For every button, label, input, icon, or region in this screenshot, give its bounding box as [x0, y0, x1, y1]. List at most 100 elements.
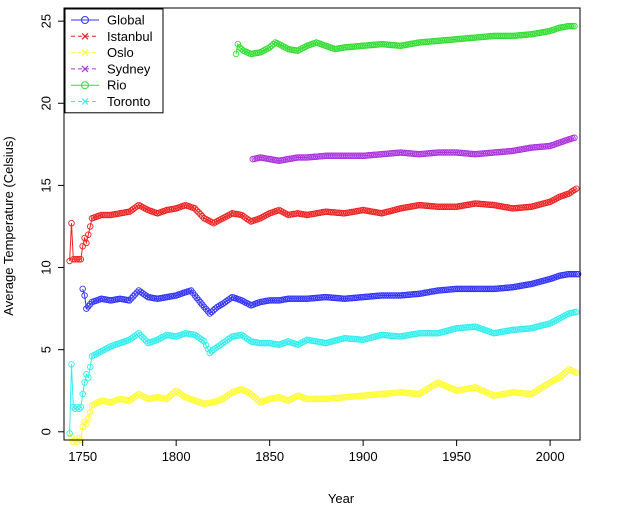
- plot-area: [66, 22, 582, 445]
- data-point: [137, 331, 144, 339]
- data-point: [163, 395, 171, 403]
- data-point: [236, 44, 243, 51]
- data-point: [85, 415, 92, 422]
- data-point: [68, 361, 75, 368]
- data-point: [574, 270, 582, 278]
- y-tick-label: 10: [38, 260, 53, 274]
- legend-marker-sydney: [81, 65, 89, 73]
- data-point: [227, 334, 234, 342]
- y-axis-title: Average Temperature (Celsius): [1, 136, 16, 315]
- data-point: [573, 308, 580, 316]
- data-point: [559, 371, 567, 378]
- legend-marker-rio: [81, 81, 89, 90]
- y-tick-label: 5: [38, 346, 53, 353]
- data-point: [561, 369, 569, 376]
- data-point: [77, 403, 85, 411]
- data-point: [86, 363, 94, 371]
- data-point: [81, 418, 88, 426]
- data-point: [66, 257, 73, 265]
- series-line-rio: [235, 25, 575, 55]
- x-tick-label: 1900: [349, 449, 378, 464]
- data-point: [200, 338, 208, 345]
- data-point: [268, 42, 275, 50]
- data-point: [544, 380, 552, 387]
- data-point: [85, 303, 92, 310]
- data-point: [139, 333, 146, 341]
- y-tick-label: 25: [38, 14, 53, 28]
- data-point: [86, 408, 94, 416]
- data-point: [70, 438, 77, 445]
- data-point: [247, 390, 255, 398]
- data-point: [79, 285, 86, 293]
- data-point: [234, 40, 242, 48]
- x-tick-label: 1750: [68, 449, 97, 464]
- data-point: [169, 390, 176, 398]
- data-point: [571, 22, 578, 30]
- data-point: [75, 256, 83, 263]
- series-line-istanbul: [69, 188, 577, 262]
- data-point: [141, 335, 148, 343]
- data-point: [200, 303, 208, 311]
- data-point: [126, 297, 133, 304]
- data-point: [227, 390, 234, 397]
- data-point: [232, 50, 240, 58]
- legend-label-istanbul: Istanbul: [107, 29, 153, 44]
- data-point: [573, 270, 580, 278]
- series-istanbul: [66, 185, 580, 265]
- data-point: [571, 134, 578, 142]
- x-tick-label: 1950: [442, 449, 471, 464]
- data-point: [573, 369, 580, 376]
- data-point: [210, 306, 217, 314]
- legend-marker-oslo: [81, 49, 89, 57]
- legend-marker-global: [81, 16, 89, 24]
- data-point: [556, 374, 563, 381]
- series-line-oslo: [69, 368, 577, 443]
- data-point: [73, 403, 81, 411]
- y-tick-label: 20: [38, 96, 53, 110]
- data-point: [569, 22, 576, 30]
- data-point: [79, 242, 86, 250]
- data-point: [193, 207, 200, 214]
- data-point: [206, 310, 214, 317]
- legend-marker-istanbul: [81, 32, 89, 40]
- legend-label-toronto: Toronto: [107, 94, 150, 109]
- data-point: [558, 372, 565, 380]
- data-point: [245, 336, 253, 344]
- data-point: [81, 379, 88, 386]
- data-point: [180, 392, 187, 400]
- data-point: [206, 349, 214, 357]
- legend-label-global: Global: [107, 13, 145, 28]
- data-point: [197, 211, 204, 218]
- data-point: [215, 302, 223, 310]
- data-point: [143, 292, 150, 300]
- data-point: [83, 371, 90, 378]
- data-point: [66, 430, 73, 437]
- x-axis-title: Year: [328, 491, 355, 506]
- data-point: [75, 405, 83, 413]
- data-point: [191, 205, 199, 212]
- data-point: [73, 256, 81, 263]
- series-sydney: [249, 134, 578, 165]
- data-point: [75, 435, 83, 442]
- x-tick-label: 1850: [255, 449, 284, 464]
- y-tick-label: 15: [38, 178, 53, 192]
- legend-label-oslo: Oslo: [107, 45, 134, 60]
- x-tick-label: 1800: [162, 449, 191, 464]
- x-tick-label: 2000: [536, 449, 565, 464]
- series-line-toronto: [69, 311, 577, 434]
- data-point: [83, 305, 90, 312]
- data-point: [135, 329, 143, 337]
- legend-box: [64, 8, 164, 114]
- data-point: [199, 336, 206, 344]
- data-point: [79, 390, 86, 398]
- legend-label-rio: Rio: [107, 78, 127, 93]
- data-point: [77, 256, 85, 263]
- plot-frame: [63, 7, 581, 441]
- data-point: [129, 293, 137, 300]
- data-point: [86, 223, 94, 230]
- data-point: [195, 209, 202, 216]
- data-point: [202, 305, 210, 313]
- data-point: [128, 295, 135, 302]
